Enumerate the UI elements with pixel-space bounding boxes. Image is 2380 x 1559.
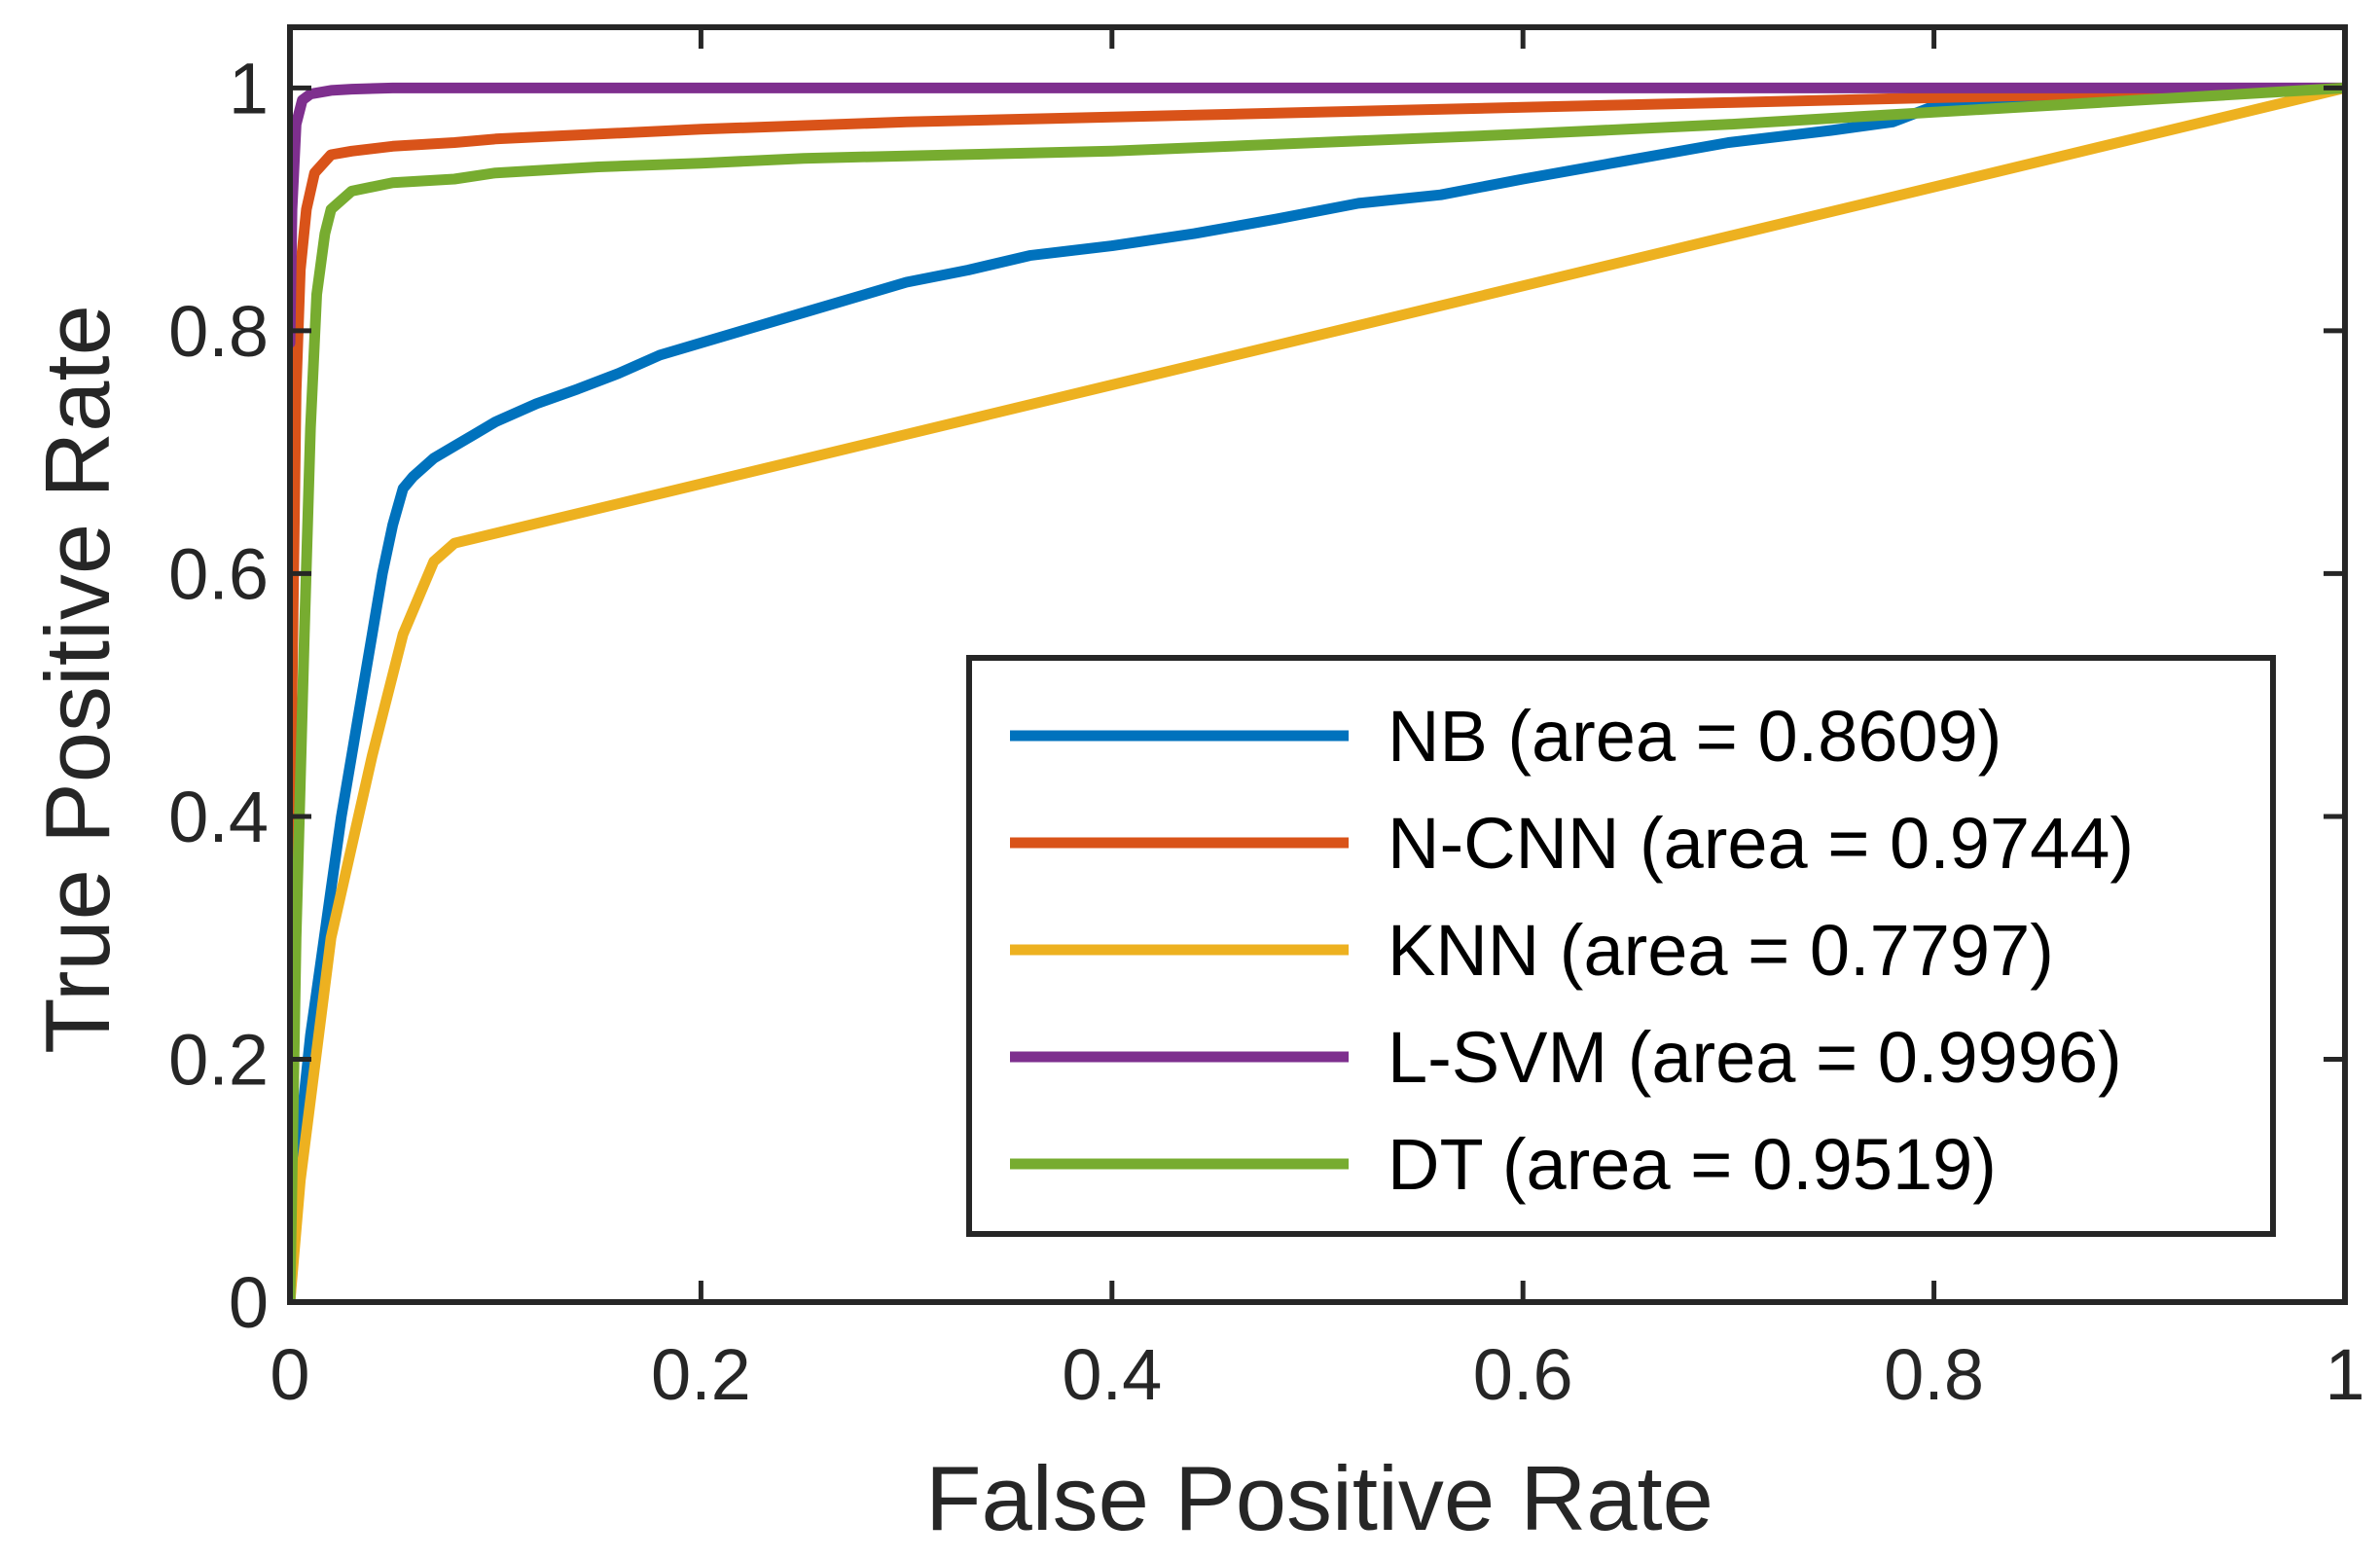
x-tick-label: 0.2 [651, 1334, 751, 1415]
y-axis-label: True Positive Rate [26, 305, 128, 1054]
x-axis-label: False Positive Rate [925, 1447, 1713, 1549]
legend-label-2: KNN (area = 0.7797) [1388, 910, 2054, 991]
axes [287, 24, 2348, 1305]
series-layer [290, 82, 2345, 1302]
y-tick-label: 0.2 [168, 1019, 269, 1100]
x-tick-label: 0.6 [1473, 1334, 1573, 1415]
y-tick-label: 1 [229, 48, 269, 128]
legend: NB (area = 0.8609) N-CNN (area = 0.9744) K… [966, 655, 2276, 1237]
axes-box [287, 24, 2348, 1305]
y-tick-label: 0.6 [168, 533, 269, 614]
x-tick-label: 0 [270, 1334, 309, 1415]
legend-label-4: DT (area = 0.9519) [1388, 1124, 1997, 1205]
y-tick-label: 0.8 [168, 291, 269, 372]
y-tick-label: 0.4 [168, 777, 269, 857]
legend-label-3: L-SVM (area = 0.9996) [1388, 1017, 2122, 1098]
y-tick-label: 0 [229, 1262, 269, 1343]
x-tick-label: 1 [2325, 1334, 2364, 1415]
series-line-2 [290, 82, 2345, 1302]
tick-labels: 0 0.2 0.4 0.6 0.8 1 0 0.2 0.4 0.6 0.8 1 [168, 48, 2364, 1415]
series-line-0 [290, 82, 2345, 1302]
legend-label-0: NB (area = 0.8609) [1388, 696, 2001, 777]
x-tick-label: 0.4 [1062, 1334, 1162, 1415]
series-line-3 [290, 82, 2345, 348]
series-line-1 [290, 82, 2345, 1302]
x-tick-label: 0.8 [1884, 1334, 1984, 1415]
legend-label-1: N-CNN (area = 0.9744) [1388, 803, 2134, 884]
series-line-4 [290, 82, 2345, 1302]
